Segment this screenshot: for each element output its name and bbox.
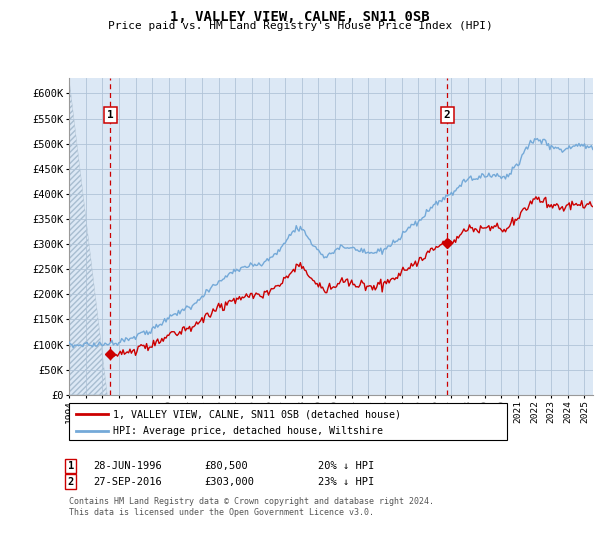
Polygon shape (69, 78, 107, 395)
Text: Price paid vs. HM Land Registry's House Price Index (HPI): Price paid vs. HM Land Registry's House … (107, 21, 493, 31)
Text: HPI: Average price, detached house, Wiltshire: HPI: Average price, detached house, Wilt… (113, 426, 383, 436)
Text: £80,500: £80,500 (204, 461, 248, 471)
Text: 1, VALLEY VIEW, CALNE, SN11 0SB (detached house): 1, VALLEY VIEW, CALNE, SN11 0SB (detache… (113, 409, 401, 419)
Text: 2: 2 (68, 477, 74, 487)
Text: 1, VALLEY VIEW, CALNE, SN11 0SB: 1, VALLEY VIEW, CALNE, SN11 0SB (170, 10, 430, 24)
Text: 23% ↓ HPI: 23% ↓ HPI (318, 477, 374, 487)
Text: 20% ↓ HPI: 20% ↓ HPI (318, 461, 374, 471)
Text: 28-JUN-1996: 28-JUN-1996 (93, 461, 162, 471)
Text: £303,000: £303,000 (204, 477, 254, 487)
Text: 27-SEP-2016: 27-SEP-2016 (93, 477, 162, 487)
Polygon shape (69, 78, 107, 395)
Text: 2: 2 (444, 110, 451, 120)
Text: 1: 1 (107, 110, 114, 120)
Text: Contains HM Land Registry data © Crown copyright and database right 2024.
This d: Contains HM Land Registry data © Crown c… (69, 497, 434, 517)
Text: 1: 1 (68, 461, 74, 471)
